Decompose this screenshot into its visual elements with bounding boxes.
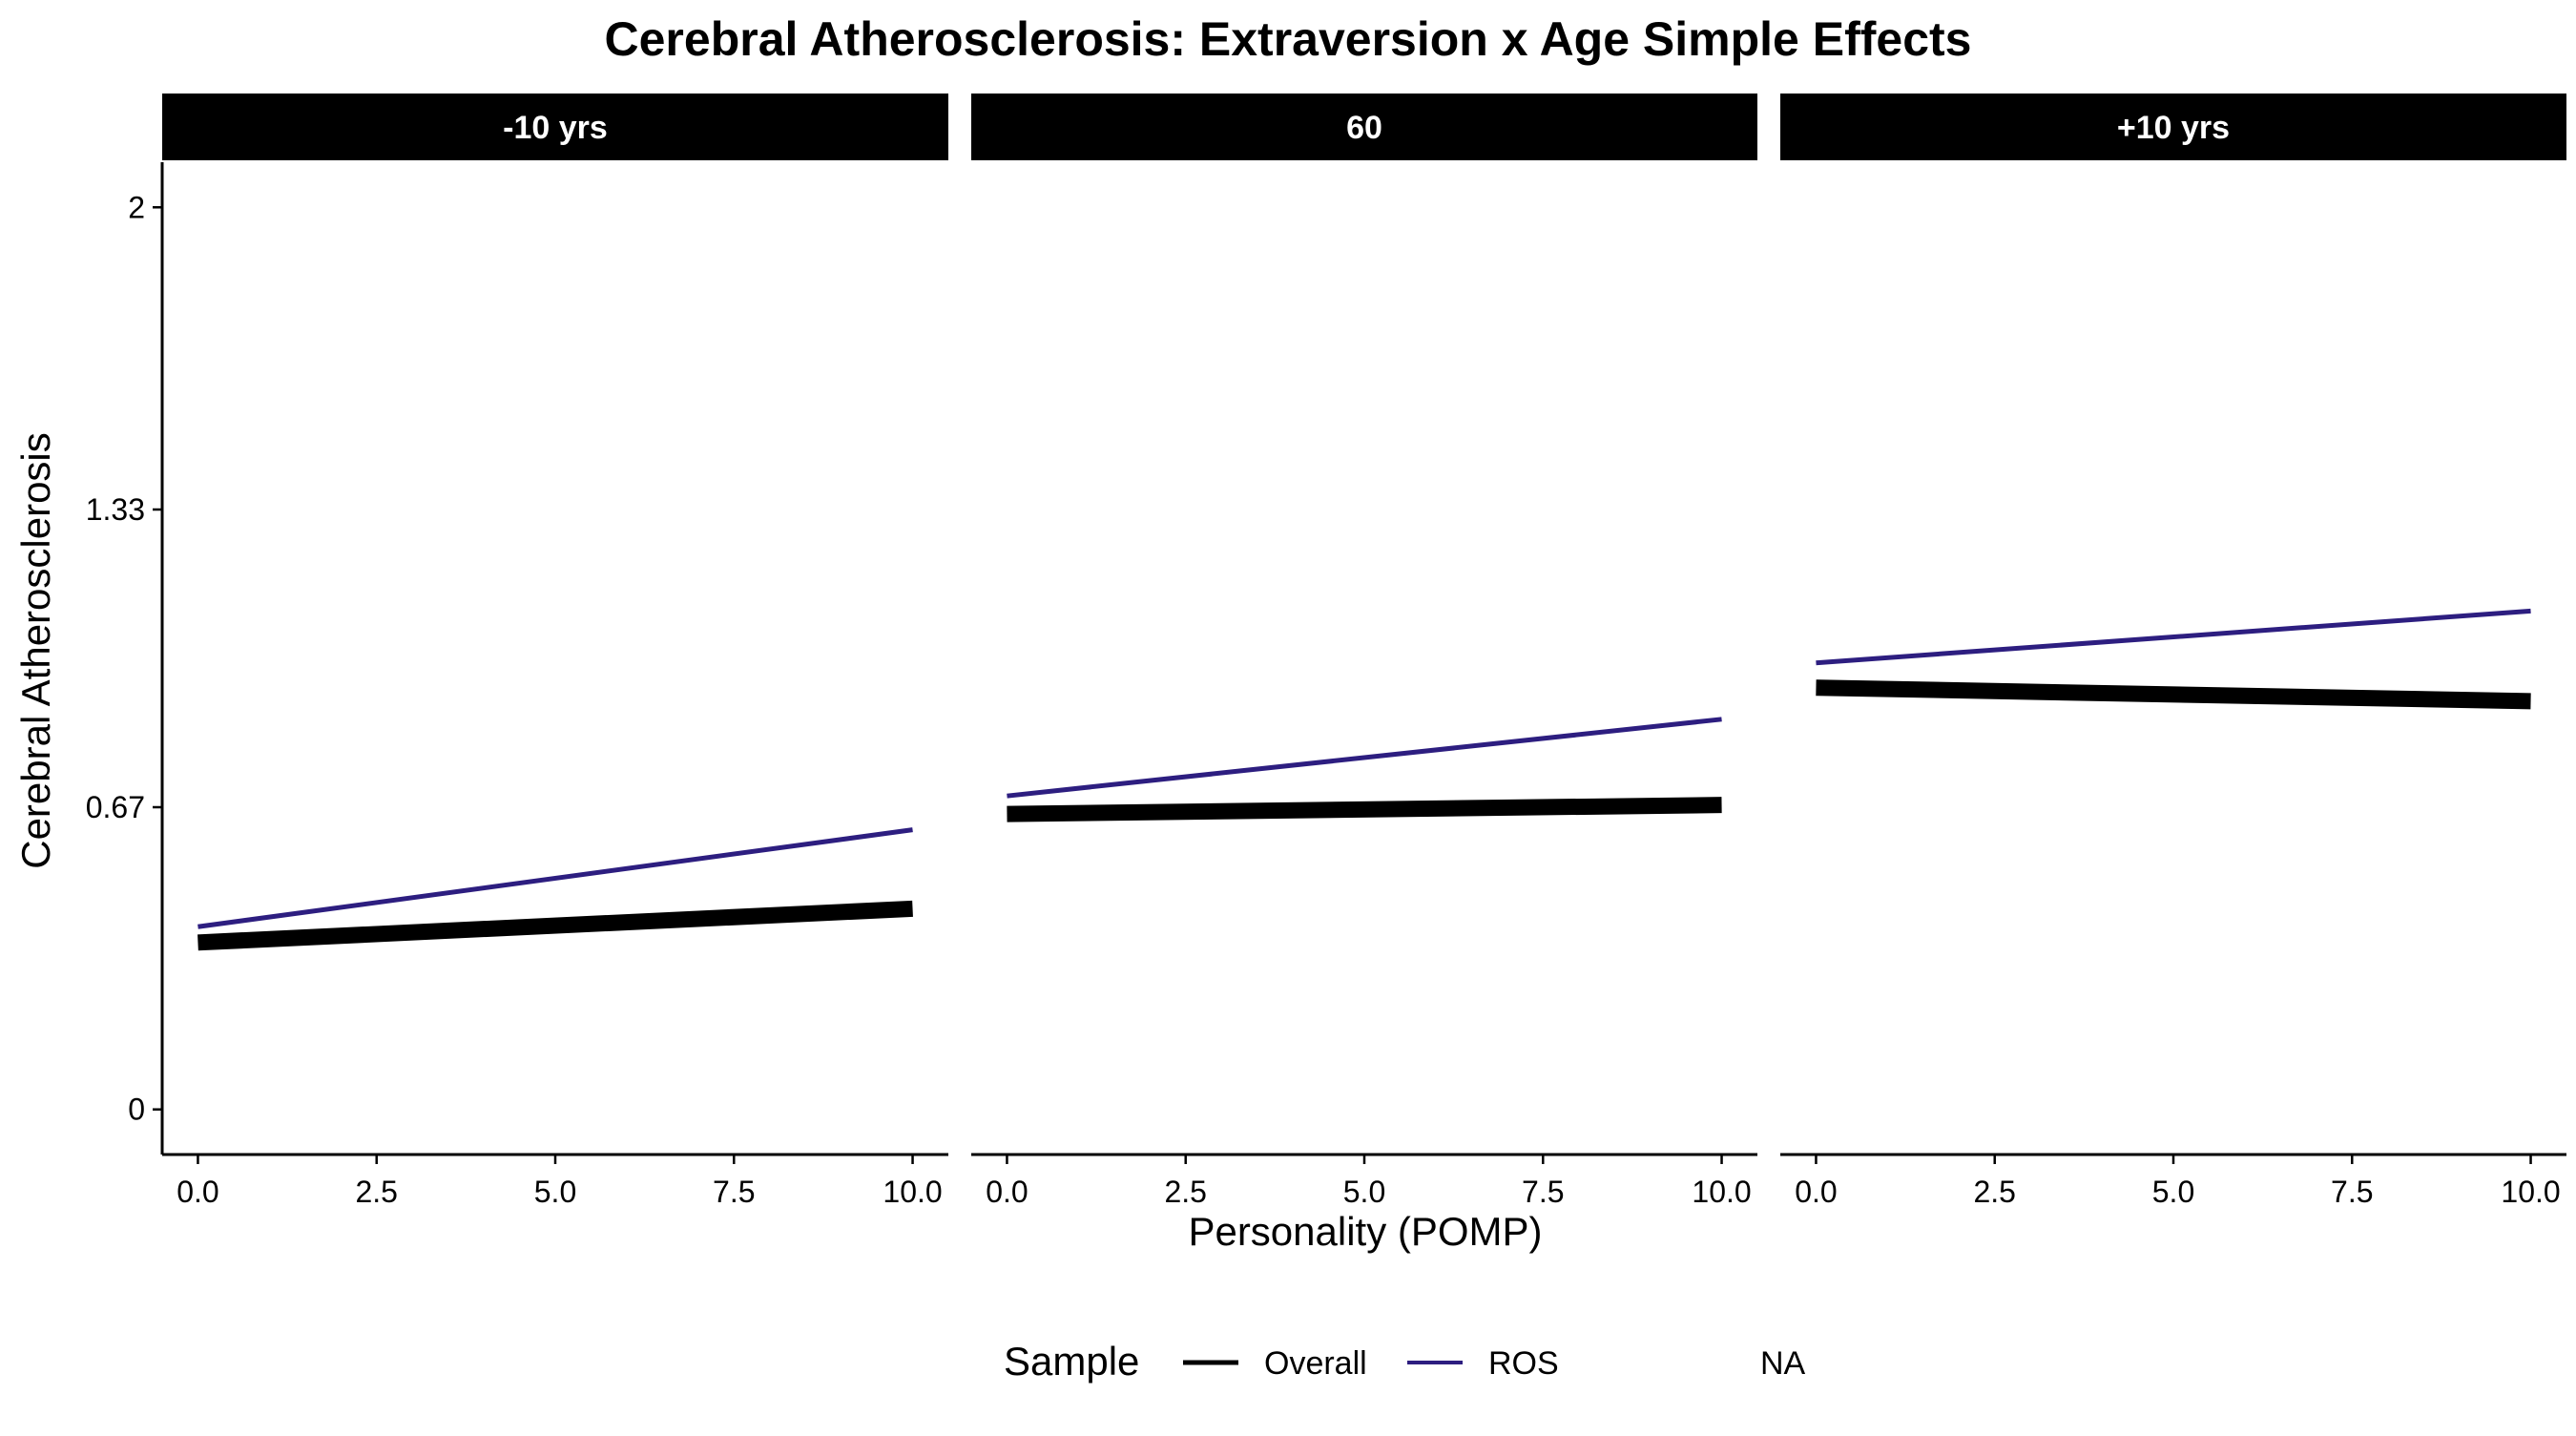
x-tick-label: 2.5 xyxy=(355,1175,397,1209)
facet-strip-label: +10 yrs xyxy=(2117,110,2230,146)
series-line-ros xyxy=(197,827,913,929)
legend-title: Sample xyxy=(1004,1339,1139,1384)
x-tick-label: 5.0 xyxy=(1343,1175,1385,1209)
y-tick-label: 1.33 xyxy=(86,492,145,527)
series-line-overall xyxy=(1816,679,2531,710)
facet-strip-label: 60 xyxy=(1346,110,1382,146)
series-line-overall xyxy=(1007,797,1722,822)
x-tick-label: 5.0 xyxy=(2152,1175,2194,1209)
facet-panel-2: 60 0.0 2.5 5.0 7.5 10.0 xyxy=(971,94,1757,1209)
legend-items: Overall ROS NA xyxy=(1183,1345,1806,1382)
x-tick-label: 2.5 xyxy=(1973,1175,2015,1209)
facet-panel-3: +10 yrs 0.0 2.5 5.0 7.5 10.0 xyxy=(1780,94,2566,1209)
x-tick-label: 10.0 xyxy=(1692,1175,1751,1209)
y-tick-label: 0.67 xyxy=(86,790,145,824)
legend-label-na: NA xyxy=(1760,1345,1806,1382)
x-tick-label: 10.0 xyxy=(883,1175,942,1209)
series-line-ros xyxy=(1007,717,1722,799)
x-tick-label: 7.5 xyxy=(2331,1175,2373,1209)
chart-title: Cerebral Atherosclerosis: Extraversion x… xyxy=(605,12,1972,66)
x-tick-label: 0.0 xyxy=(986,1175,1028,1209)
facet-strip-3 xyxy=(1780,94,2566,160)
x-tick-label: 10.0 xyxy=(2501,1175,2560,1209)
x-tick-label: 2.5 xyxy=(1164,1175,1206,1209)
legend-label-overall: Overall xyxy=(1264,1345,1367,1382)
legend-label-ros: ROS xyxy=(1488,1345,1559,1382)
facet-strip-2 xyxy=(971,94,1757,160)
legend: Sample Overall ROS NA xyxy=(1004,1339,1806,1384)
series-line-ros xyxy=(1816,608,2531,666)
x-tick-label: 0.0 xyxy=(177,1175,218,1209)
x-tick-label: 7.5 xyxy=(713,1175,755,1209)
facet-strip-1 xyxy=(162,94,948,160)
facet-strip-label: -10 yrs xyxy=(503,110,608,146)
panels-layer: -10 yrs 0.0 2.5 5.0 7.5 10.0 0 0.67 1.33 2 60 0.0 2.… xyxy=(86,94,2566,1209)
x-tick-label: 5.0 xyxy=(534,1175,576,1209)
y-tick-label: 2 xyxy=(128,190,145,224)
y-tick-label: 0 xyxy=(128,1093,145,1127)
series-line-overall xyxy=(197,900,913,951)
x-axis-title: Personality (POMP) xyxy=(1188,1209,1542,1254)
x-tick-label: 7.5 xyxy=(1522,1175,1564,1209)
facet-panel-1: -10 yrs 0.0 2.5 5.0 7.5 10.0 0 0.67 1.33 2 xyxy=(86,94,948,1209)
x-tick-label: 0.0 xyxy=(1795,1175,1837,1209)
y-axis-title: Cerebral Atherosclerosis xyxy=(13,432,58,869)
